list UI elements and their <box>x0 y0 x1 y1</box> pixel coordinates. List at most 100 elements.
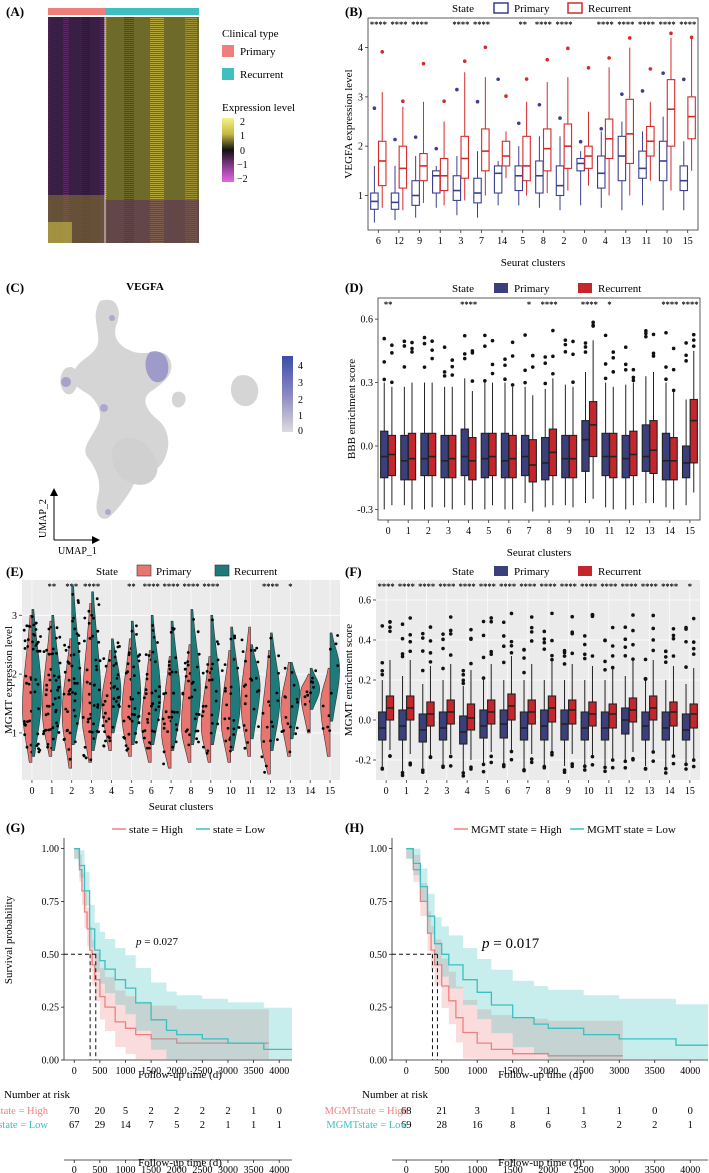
data-point <box>208 678 211 682</box>
box-primary <box>460 428 469 477</box>
box-primary <box>560 709 569 741</box>
significance-label: **** <box>597 19 614 29</box>
x-axis-label: Follow-up time (d) <box>498 1069 582 1081</box>
data-point <box>75 722 79 725</box>
significance-label: **** <box>661 299 678 309</box>
data-point <box>73 699 77 703</box>
box-primary <box>681 445 691 479</box>
outlier-point <box>503 363 507 368</box>
outlier-point <box>671 388 676 393</box>
risk-count: 2 <box>652 1120 657 1131</box>
box-recurrent <box>629 430 638 477</box>
outlier-point <box>542 647 547 651</box>
data-point <box>96 629 100 633</box>
violin-recurrent <box>270 632 281 751</box>
data-point <box>135 633 138 636</box>
outlier-point <box>402 339 407 344</box>
box-recurrent <box>427 432 437 477</box>
panel-label-c: (C) <box>6 280 24 295</box>
data-point <box>195 665 199 669</box>
data-point <box>51 726 55 730</box>
outlier-point <box>663 660 668 665</box>
data-point <box>62 692 66 696</box>
significance-label: **** <box>560 581 577 591</box>
risk-title: Number at risk <box>362 1089 428 1101</box>
outlier-point <box>543 355 548 359</box>
data-point <box>174 656 178 660</box>
data-point <box>144 688 148 692</box>
outlier-point <box>455 87 459 92</box>
data-point <box>71 593 74 596</box>
x-tick-label: 7 <box>526 526 531 537</box>
data-point <box>71 691 74 694</box>
data-point <box>77 650 81 653</box>
outlier-point <box>400 652 405 656</box>
outlier-point <box>542 637 547 641</box>
legend-expr-title: Expression level <box>222 102 295 114</box>
data-point <box>147 712 151 715</box>
data-point <box>130 713 134 716</box>
outlier-point <box>422 341 427 346</box>
x-tick-label: 1000 <box>467 1066 487 1077</box>
data-point <box>237 726 241 729</box>
data-point <box>127 732 131 736</box>
outlier-point <box>591 320 595 325</box>
risk-x-tick-label: 0 <box>404 1165 409 1173</box>
significance-label: **** <box>202 581 219 591</box>
outlier-point <box>481 655 486 660</box>
data-point <box>252 707 256 711</box>
data-point <box>269 636 273 640</box>
violin-recurrent <box>290 662 301 740</box>
outlier-point <box>651 638 656 642</box>
risk-count: 2 <box>148 1106 153 1117</box>
data-point <box>33 690 37 694</box>
panel-d-box: State Primary Recurrent -0.30.00.30.60**… <box>346 283 701 559</box>
data-point <box>216 658 220 662</box>
outlier-point <box>664 330 668 335</box>
data-point <box>34 628 38 631</box>
data-point <box>147 746 151 750</box>
violin-primary <box>280 662 291 757</box>
significance-label: **** <box>581 299 598 309</box>
outlier-point <box>402 344 407 348</box>
outlier-point <box>684 359 688 363</box>
y-tick-label: 0.25 <box>370 1003 388 1014</box>
outlier-point <box>691 332 696 337</box>
x-tick-label: 12 <box>394 236 404 247</box>
data-point <box>71 619 74 623</box>
outlier-point <box>663 766 668 771</box>
box-recurrent <box>398 145 408 189</box>
umap-colorbar-tick: 1 <box>298 411 303 422</box>
outlier-point <box>578 139 583 144</box>
data-point <box>134 732 138 735</box>
outlier-point <box>529 625 534 630</box>
outlier-point <box>390 351 394 355</box>
data-point <box>108 736 111 740</box>
outlier-point <box>483 379 487 383</box>
outlier-point <box>422 335 427 340</box>
p-number: = 0.027 <box>144 936 178 948</box>
risk-count: 29 <box>95 1120 106 1131</box>
data-point <box>193 717 197 721</box>
risk-x-tick-label: 4000 <box>269 1165 289 1173</box>
data-point <box>167 664 171 667</box>
data-point <box>64 707 68 711</box>
risk-count: 1 <box>617 1106 622 1117</box>
legend-title: State <box>452 283 474 295</box>
data-point <box>183 667 187 671</box>
data-point <box>112 686 116 689</box>
data-point <box>336 634 339 637</box>
box-primary <box>581 420 590 472</box>
legend-recurrent-swatch <box>222 68 234 80</box>
x-tick-label: 0 <box>384 786 389 797</box>
data-point <box>188 733 192 737</box>
data-point <box>284 695 287 699</box>
significance-label: **** <box>659 19 676 29</box>
x-axis-label: Seurat clusters <box>149 801 213 813</box>
data-point <box>262 740 266 743</box>
data-point <box>215 640 219 643</box>
outlier-point <box>410 350 414 354</box>
outlier-point <box>529 757 534 761</box>
outlier-point <box>651 354 656 358</box>
